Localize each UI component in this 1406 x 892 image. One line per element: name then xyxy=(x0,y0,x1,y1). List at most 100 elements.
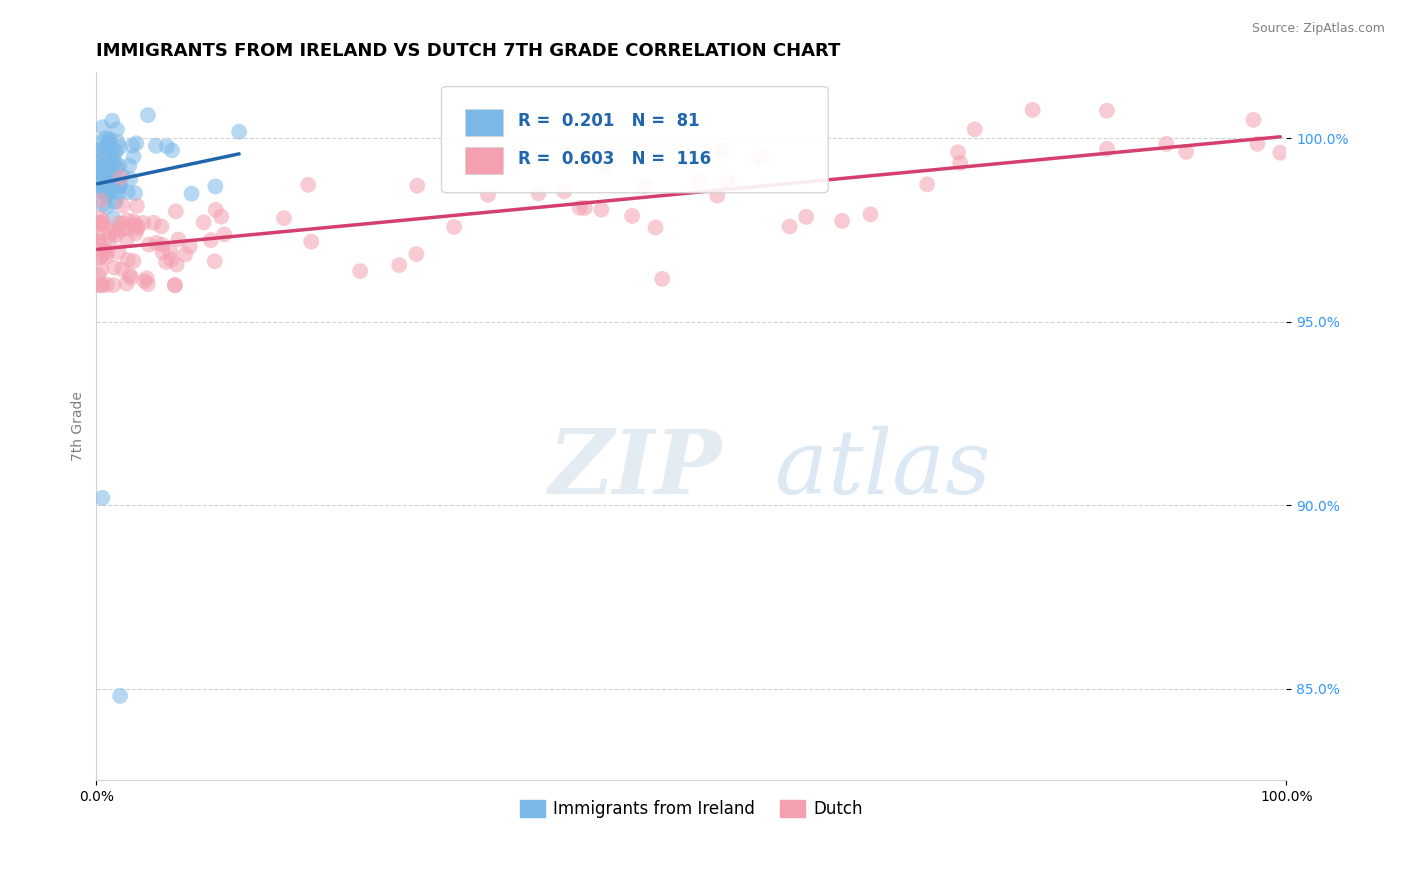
Point xyxy=(91,491,114,505)
Point xyxy=(111,262,134,277)
Point xyxy=(111,169,134,183)
Point xyxy=(553,185,575,199)
Point xyxy=(204,179,226,194)
Point xyxy=(91,278,114,293)
Point xyxy=(166,258,188,272)
Point xyxy=(688,175,710,189)
Point xyxy=(120,172,142,186)
Point xyxy=(117,213,139,227)
Point xyxy=(87,234,110,248)
Legend: Immigrants from Ireland, Dutch: Immigrants from Ireland, Dutch xyxy=(513,794,869,825)
Point xyxy=(90,185,112,199)
Point xyxy=(136,277,159,292)
Point xyxy=(93,171,115,186)
Point xyxy=(103,157,125,171)
Point xyxy=(98,225,121,239)
Point xyxy=(709,144,731,158)
Point xyxy=(717,174,740,188)
Point xyxy=(87,160,110,174)
Point xyxy=(651,272,673,286)
Point xyxy=(405,247,427,261)
Point xyxy=(86,237,108,252)
Point xyxy=(568,201,591,215)
Point xyxy=(794,210,817,224)
Point xyxy=(634,178,657,193)
Point xyxy=(273,211,295,226)
Point xyxy=(125,136,148,151)
Point xyxy=(97,150,120,164)
Point xyxy=(200,233,222,247)
Point xyxy=(91,120,114,135)
Point xyxy=(87,278,110,293)
Point xyxy=(96,177,118,191)
Point xyxy=(621,209,644,223)
Point xyxy=(706,188,728,202)
Point xyxy=(90,160,112,174)
Text: atlas: atlas xyxy=(775,425,990,512)
Point xyxy=(163,278,186,293)
Text: IMMIGRANTS FROM IRELAND VS DUTCH 7TH GRADE CORRELATION CHART: IMMIGRANTS FROM IRELAND VS DUTCH 7TH GRA… xyxy=(97,42,841,60)
Point xyxy=(135,271,157,285)
Point xyxy=(110,179,132,194)
Point xyxy=(1270,145,1292,160)
Point xyxy=(103,260,125,275)
Point xyxy=(124,186,146,200)
Point xyxy=(108,178,131,193)
Point xyxy=(204,254,226,268)
Point xyxy=(100,144,122,158)
Point xyxy=(89,136,111,150)
Point xyxy=(142,216,165,230)
Point xyxy=(963,122,986,136)
Point xyxy=(108,140,131,154)
Point xyxy=(96,277,118,292)
Point xyxy=(138,237,160,252)
Point xyxy=(93,214,115,228)
Point xyxy=(1095,142,1118,156)
Point xyxy=(91,217,114,231)
Point xyxy=(120,270,142,285)
Point xyxy=(111,199,134,213)
Point xyxy=(97,134,120,148)
Point xyxy=(98,154,121,169)
Bar xyxy=(465,147,503,174)
Point xyxy=(87,170,110,185)
Point xyxy=(107,244,129,259)
Point xyxy=(91,145,114,160)
Point xyxy=(145,235,167,250)
Point xyxy=(115,232,138,246)
Point xyxy=(831,214,853,228)
Point xyxy=(103,195,125,210)
Point xyxy=(1243,112,1265,127)
Point xyxy=(1021,103,1043,117)
Point xyxy=(104,224,127,238)
Point xyxy=(96,140,118,154)
Text: Source: ZipAtlas.com: Source: ZipAtlas.com xyxy=(1251,22,1385,36)
Point xyxy=(115,277,138,291)
Point xyxy=(204,202,226,217)
Point xyxy=(103,211,125,226)
Point xyxy=(946,145,969,160)
Point xyxy=(91,177,114,191)
Point xyxy=(96,200,118,214)
Point xyxy=(167,233,190,247)
Point xyxy=(214,227,236,242)
Point xyxy=(90,249,112,263)
Point xyxy=(98,169,121,184)
Point xyxy=(150,219,173,234)
Point xyxy=(87,235,110,249)
Point xyxy=(94,186,117,201)
Point xyxy=(103,167,125,181)
Point xyxy=(89,183,111,197)
Point xyxy=(108,186,131,201)
Point xyxy=(94,131,117,145)
Point xyxy=(93,175,115,189)
Point xyxy=(97,136,120,150)
Point xyxy=(1095,103,1118,118)
Point xyxy=(118,268,141,282)
Point xyxy=(101,113,124,128)
Point xyxy=(94,169,117,184)
Point xyxy=(122,254,145,268)
Point xyxy=(87,144,110,158)
Point xyxy=(94,243,117,257)
Point xyxy=(105,144,128,158)
